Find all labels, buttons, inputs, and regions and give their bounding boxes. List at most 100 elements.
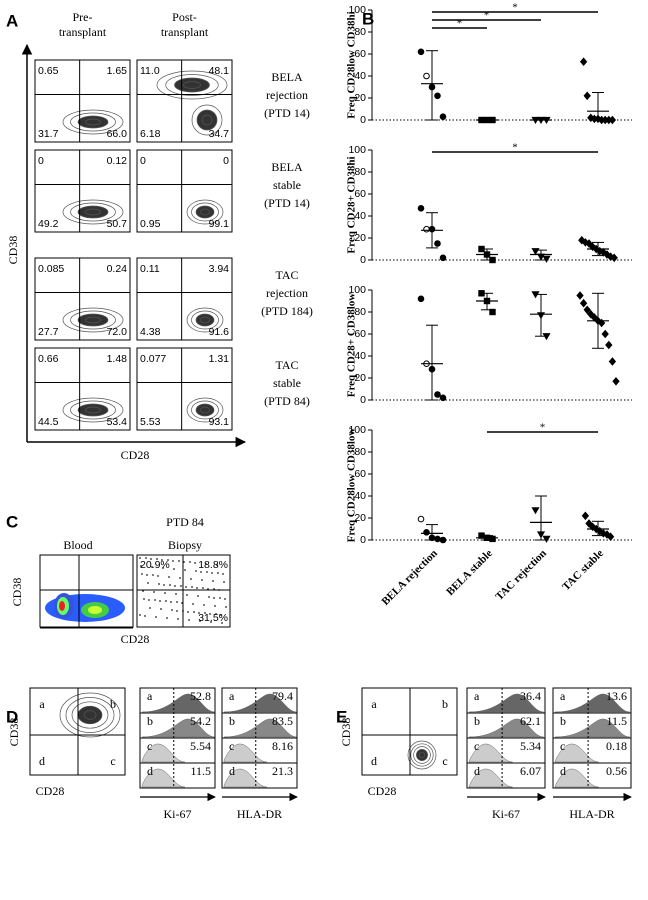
quadrant-value: 91.6: [209, 326, 230, 338]
quadrant-value: 99.1: [209, 218, 230, 230]
contour: [85, 316, 101, 324]
data-point: [439, 536, 447, 544]
data-point: [439, 113, 447, 120]
contour: [186, 307, 224, 333]
data-point: [434, 535, 441, 543]
data-point: [423, 529, 430, 536]
quadrant-value: 53.4: [107, 416, 128, 428]
marker-label: HLA-DR: [569, 807, 614, 821]
quadrant-value: 0.95: [140, 218, 161, 230]
data-point: [608, 357, 617, 366]
event-dot: [199, 620, 201, 622]
contour: [182, 81, 202, 89]
contour: [70, 112, 116, 132]
event-dot: [161, 559, 163, 561]
contour: [62, 397, 124, 423]
contour: [200, 316, 210, 324]
histogram: [223, 718, 297, 738]
gate-label: a: [474, 689, 480, 703]
x-axis-label: CD28: [121, 448, 150, 462]
quadrant-value: 66.0: [107, 128, 128, 140]
event-dot: [214, 605, 216, 607]
quadrant-value: 11.0: [140, 65, 160, 77]
event-dot: [183, 561, 185, 563]
panel-label: D: [6, 707, 18, 726]
event-dot: [151, 566, 153, 568]
histogram-value: 36.4: [520, 689, 541, 703]
event-dot: [156, 558, 158, 560]
event-dot: [145, 557, 147, 559]
data-point: [423, 225, 430, 233]
gate-label: d: [474, 764, 480, 778]
event-dot: [203, 604, 205, 606]
event-dot: [168, 576, 170, 578]
y-tick-label: 20: [354, 512, 366, 524]
y-axis-label: CD38: [7, 718, 21, 747]
data-point: [489, 535, 496, 543]
y-tick-label: 0: [360, 114, 366, 126]
gate-label: b: [229, 714, 235, 728]
contour: [70, 400, 116, 420]
event-dot: [208, 596, 210, 598]
histogram-value: 0.56: [606, 764, 627, 778]
plot-title: Blood: [63, 538, 92, 552]
quadrant-value: 48.1: [209, 65, 230, 77]
y-tick-label: 80: [354, 26, 366, 38]
event-dot: [185, 586, 187, 588]
contour: [191, 400, 219, 420]
event-dot: [186, 594, 188, 596]
gate-label: c: [442, 754, 447, 768]
gate-label: d: [147, 764, 153, 778]
quadrant-value: 0: [140, 155, 146, 167]
y-tick-label: 100: [348, 4, 366, 16]
contour: [413, 746, 431, 764]
quadrant-value: 49.2: [38, 218, 59, 230]
quadrant-value: 6.18: [140, 128, 161, 140]
quadrant-value: 20.9%: [140, 559, 170, 571]
quadrant-value: 34.7: [209, 128, 230, 140]
quadrant-value: 50.7: [107, 218, 128, 230]
row-label: stable: [273, 178, 301, 192]
event-dot: [166, 617, 168, 619]
event-dot: [178, 560, 180, 562]
event-dot: [221, 622, 223, 624]
panel-label: B: [362, 9, 374, 28]
event-dot: [154, 599, 156, 601]
histogram-value: 6.07: [520, 764, 541, 778]
event-dot: [152, 574, 154, 576]
gate-label: c: [110, 754, 115, 768]
row-label: TAC: [275, 268, 298, 282]
significance-label: *: [512, 142, 518, 154]
event-dot: [159, 600, 161, 602]
gate-label: d: [371, 754, 377, 768]
quadrant-value: 1.48: [107, 353, 128, 365]
event-dot: [179, 577, 181, 579]
histogram-value: 0.18: [606, 739, 627, 753]
histogram-value: 21.3: [272, 764, 293, 778]
histogram-value: 5.34: [520, 739, 541, 753]
data-point: [439, 254, 447, 262]
contour: [191, 104, 223, 136]
histogram: [468, 768, 513, 788]
histogram-value: 52.8: [190, 689, 211, 703]
gate-label: a: [371, 697, 377, 711]
row-label: (PTD 14): [264, 106, 310, 120]
histogram-value: 13.6: [606, 689, 627, 703]
row-label: stable: [273, 376, 301, 390]
event-dot: [209, 613, 211, 615]
quadrant-value: 0.085: [38, 263, 64, 275]
y-tick-label: 60: [354, 328, 366, 340]
marker-label: Ki-67: [492, 807, 520, 821]
category-label: TAC stable: [560, 547, 606, 593]
data-point: [417, 515, 425, 523]
histogram: [223, 768, 267, 788]
event-dot: [217, 572, 219, 574]
histogram-value: 79.4: [272, 689, 293, 703]
gate-label: c: [147, 739, 152, 753]
data-point: [606, 532, 615, 541]
y-tick-label: 80: [354, 446, 366, 458]
y-tick-label: 80: [354, 306, 366, 318]
event-dot: [213, 597, 215, 599]
quadrant-value: 27.7: [38, 326, 59, 338]
event-dot: [184, 569, 186, 571]
